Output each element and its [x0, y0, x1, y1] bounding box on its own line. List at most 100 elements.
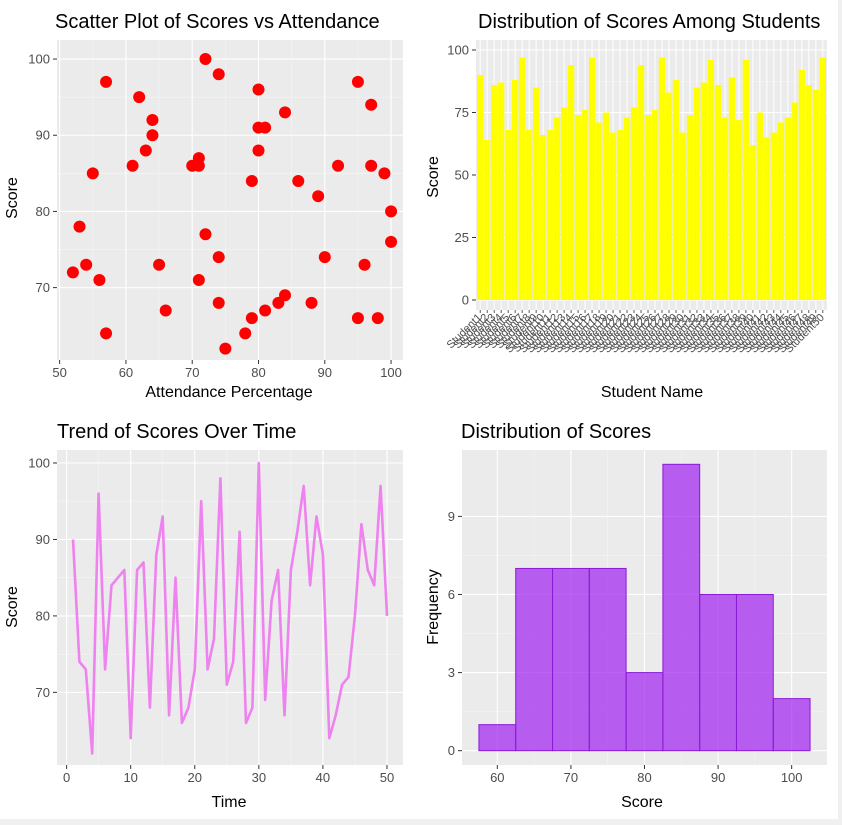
- line-series-path: [71, 461, 389, 755]
- bar: [770, 132, 778, 300]
- line-plot-area: [57, 450, 403, 765]
- line-title: Trend of Scores Over Time: [57, 421, 296, 443]
- scatter-gridlines: [57, 40, 403, 360]
- scatter-x-axis-label: Attendance Percentage: [145, 384, 312, 401]
- bar: [567, 65, 575, 300]
- bar: [665, 92, 673, 300]
- histogram-bar: [625, 672, 664, 752]
- scatter-point: [146, 129, 159, 142]
- scatter-point: [212, 68, 225, 81]
- histogram-bar: [515, 567, 554, 752]
- line-y-tick-label: 80: [36, 608, 50, 623]
- bar-y-tick-label: 100: [447, 43, 469, 58]
- histogram-bar: [662, 463, 701, 752]
- scatter-point: [139, 144, 152, 157]
- scatter-tick-labels: 70 80 90 100 50 60 70 80 90 100: [28, 52, 402, 380]
- bar: [679, 132, 687, 300]
- bar: [602, 112, 610, 300]
- line-y-tick-label: 70: [36, 685, 50, 700]
- bar: [742, 60, 750, 300]
- scatter-y-tick-label: 100: [28, 52, 50, 67]
- histogram-y-tick-label: 0: [448, 743, 455, 758]
- scatter-point: [126, 159, 139, 172]
- scatter-point: [199, 53, 212, 66]
- histogram-x-tick-label: 90: [711, 770, 725, 785]
- line-x-tick-label: 10: [123, 770, 137, 785]
- histogram-bars: [478, 463, 811, 752]
- scatter-y-tick-label: 80: [36, 204, 50, 219]
- scatter-point: [80, 258, 93, 271]
- bar-bars: [477, 57, 826, 300]
- line-chart: Trend of Scores Over Time 70 80 90 100 0 10 20…: [4, 421, 403, 811]
- bar: [560, 107, 568, 300]
- scatter-title: Scatter Plot of Scores vs Attendance: [55, 11, 380, 33]
- bar: [525, 130, 533, 300]
- line-x-tick-label: 0: [63, 770, 70, 785]
- histogram-bar: [735, 593, 774, 752]
- bar: [623, 117, 631, 300]
- bar: [658, 57, 666, 300]
- bar: [700, 82, 708, 300]
- scatter-point: [371, 312, 384, 325]
- scatter-point: [305, 296, 318, 309]
- line-y-tick-label: 100: [28, 455, 50, 470]
- histogram-bar: [699, 593, 737, 752]
- scatter-point: [279, 106, 292, 119]
- histogram-x-tick-label: 70: [564, 770, 578, 785]
- scatter-point: [239, 327, 252, 340]
- bar: [651, 110, 659, 300]
- bar: [637, 65, 645, 300]
- line-x-tick-label: 20: [188, 770, 202, 785]
- bar: [693, 87, 701, 300]
- bar: [532, 87, 540, 300]
- scatter-point: [133, 91, 146, 104]
- line-x-tick-label: 50: [380, 770, 394, 785]
- line-series: [71, 461, 389, 755]
- scatter-point: [146, 114, 159, 126]
- scatter-x-tick-label: 60: [119, 365, 133, 380]
- bar: [553, 117, 561, 300]
- histogram-x-tick-label: 60: [490, 770, 504, 785]
- bar-y-tick-label: 25: [455, 230, 469, 245]
- bar-y-tick-label: 50: [455, 168, 469, 183]
- bar: [539, 135, 547, 300]
- scatter-points: [66, 53, 398, 355]
- histogram-x-tick-label: 80: [637, 770, 651, 785]
- scatter-point: [86, 167, 99, 180]
- bar-y-tick-label: 0: [462, 293, 469, 308]
- scatter-point: [73, 220, 86, 233]
- window-edge-bottom: [0, 819, 842, 825]
- histogram-bar: [552, 567, 590, 752]
- bar: [791, 102, 798, 300]
- scatter-point: [358, 258, 371, 271]
- scatter-point: [351, 312, 364, 325]
- bar: [491, 85, 498, 300]
- scatter-point: [100, 75, 113, 88]
- scatter-x-tick-label: 70: [185, 365, 199, 380]
- scatter-point: [365, 159, 378, 172]
- bar: [777, 122, 784, 300]
- histogram-y-tick-label: 9: [448, 509, 455, 524]
- scatter-x-tick-label: 50: [52, 365, 66, 380]
- scatter-point: [199, 228, 212, 241]
- scatter-x-tick-label: 100: [380, 365, 402, 380]
- line-x-axis-label: Time: [212, 794, 247, 811]
- scatter-y-axis-label: Score: [4, 177, 21, 219]
- bar: [477, 75, 484, 300]
- histogram-x-tick-label: 100: [781, 770, 803, 785]
- scatter-chart: Scatter Plot of Scores vs Attendance 70 8…: [4, 11, 403, 401]
- bar: [609, 132, 617, 300]
- scatter-point: [259, 121, 272, 134]
- bar: [498, 82, 505, 300]
- bar-x-axis-label: Student Name: [601, 384, 703, 401]
- bar: [735, 120, 743, 300]
- bar: [595, 122, 603, 300]
- bar: [728, 77, 736, 300]
- histogram-y-axis-label: Frequency: [425, 569, 442, 645]
- histogram-title: Distribution of Scores: [461, 421, 651, 443]
- bar: [805, 85, 812, 300]
- scatter-point: [292, 174, 305, 187]
- scatter-point: [378, 167, 391, 180]
- bar: [574, 115, 582, 300]
